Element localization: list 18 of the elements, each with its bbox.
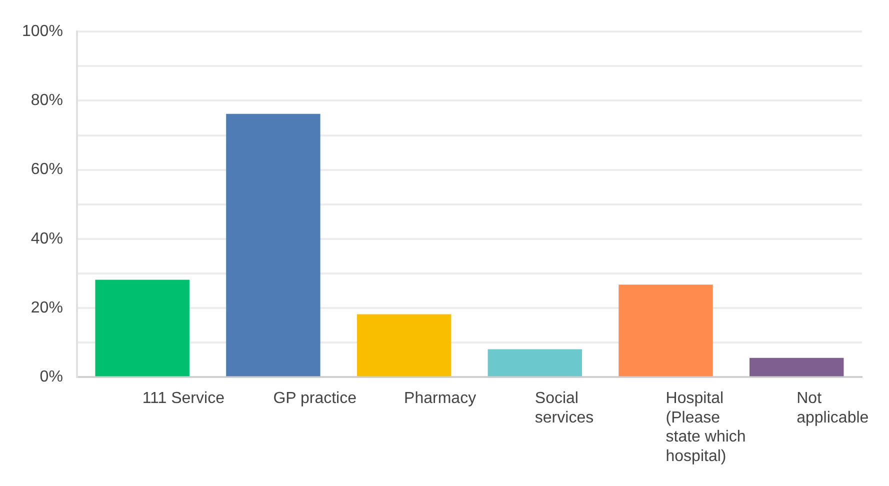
y-tick-label: 60% (30, 161, 63, 178)
x-tick-label: Hospital (Please state which hospital) (666, 390, 746, 465)
bar (618, 284, 713, 376)
x-tick-label: Pharmacy (404, 390, 476, 408)
y-tick-label: 80% (30, 92, 63, 110)
x-tick-label: Social services (534, 390, 594, 426)
y-tick-label: 40% (30, 230, 63, 248)
bar (356, 314, 452, 376)
x-tick-label: 111 Service (142, 390, 225, 408)
bar (226, 114, 320, 376)
x-tick-label: Not applicable (796, 390, 869, 426)
y-tick-label: 20% (30, 299, 63, 316)
x-tick-label: GP practice (273, 390, 357, 408)
y-tick-label: 0% (40, 368, 63, 386)
bar (750, 358, 844, 376)
bar (488, 349, 582, 376)
bar (95, 280, 190, 376)
y-tick-label: 100% (22, 23, 63, 40)
